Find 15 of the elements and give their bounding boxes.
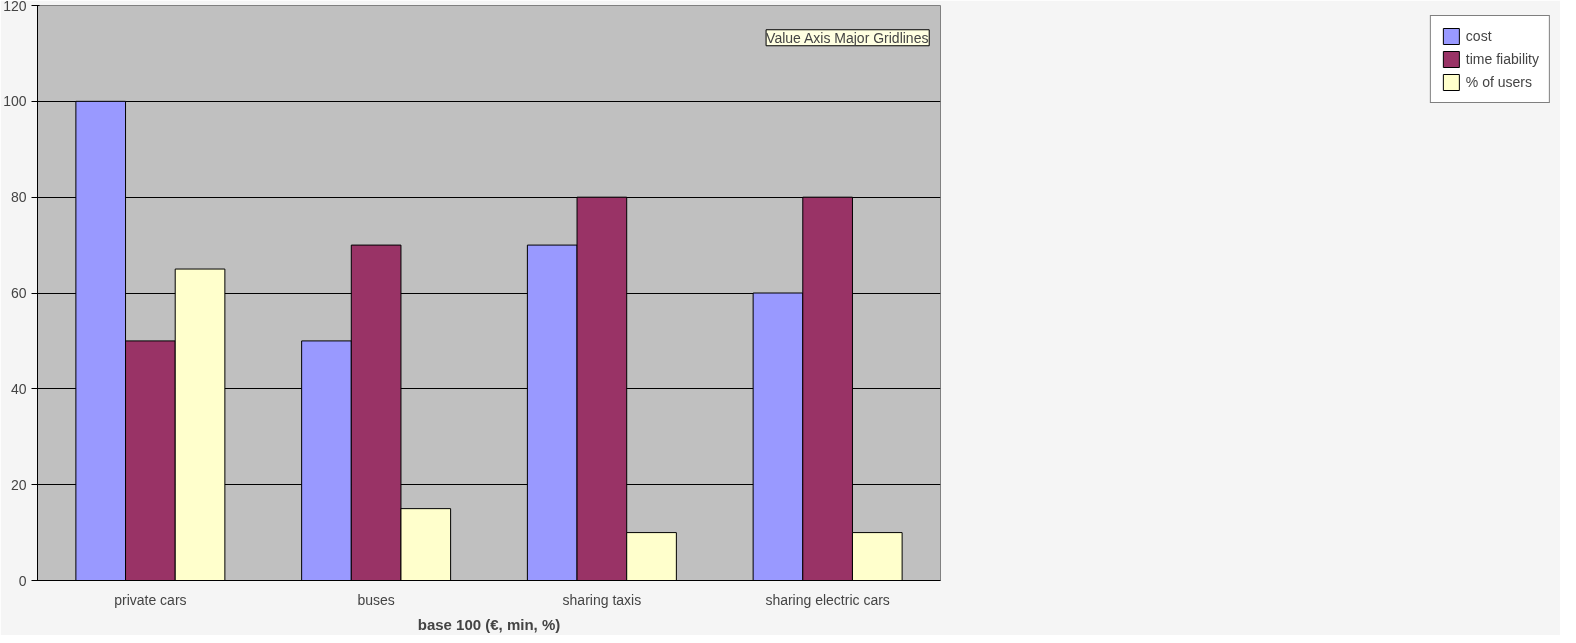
x-tick-label: private cars [114,591,187,608]
y-tick-label: 60 [10,285,27,301]
y-tick-label: 20 [10,476,27,493]
y-tick-label: 0 [18,572,27,589]
x-tick-label: sharing electric cars [765,591,890,608]
x-axis-title: base 100 (€, min, %) [417,615,561,633]
legend-label: time fiability [1465,51,1539,67]
y-tick-label: 40 [10,380,27,397]
y-tick-label: 120 [3,0,27,14]
legend-label: % of users [1465,74,1532,90]
legend-label: cost [1465,28,1492,44]
y-tick-label: 100 [3,93,27,110]
x-tick-label: buses [357,591,395,608]
y-tick-label: 80 [10,189,27,206]
x-tick-label: sharing taxis [562,591,642,608]
